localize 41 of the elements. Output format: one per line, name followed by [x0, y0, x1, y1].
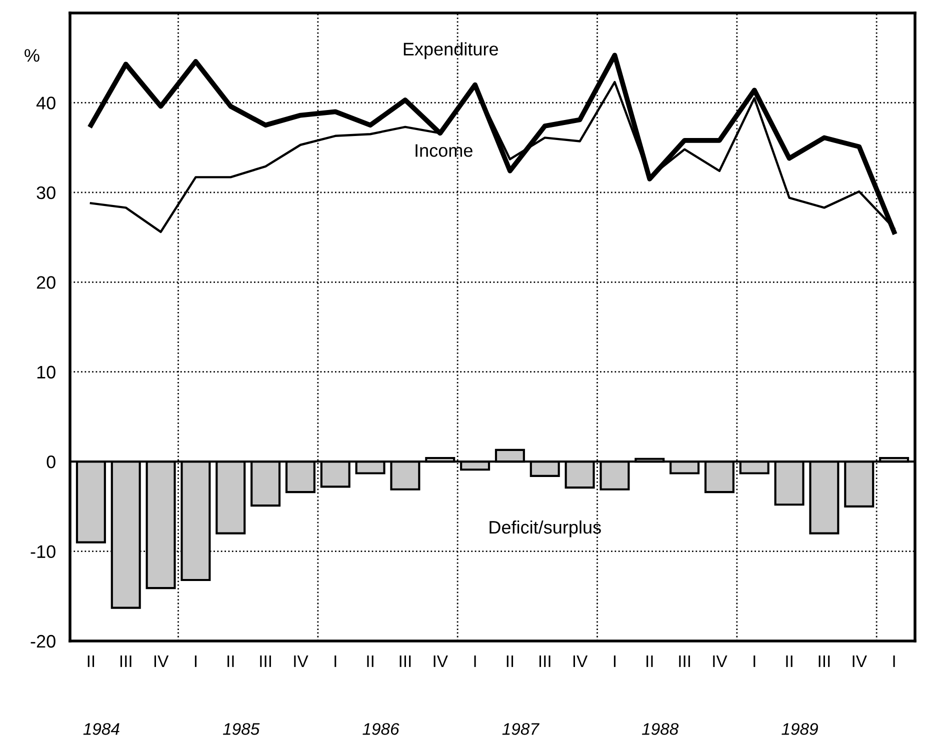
x-tick-label: I	[334, 656, 336, 667]
series-label: Expenditure	[404, 42, 498, 60]
text: 1984	[83, 723, 120, 735]
x-tick-label: I	[893, 656, 895, 667]
x-tick-label: IV	[434, 656, 448, 667]
x-tick-label: III	[818, 656, 830, 667]
x-tick-label: III	[400, 656, 411, 667]
x-tick-label: I	[474, 656, 476, 667]
x-tick-label: IV	[154, 656, 169, 667]
x-tick-label: I	[754, 656, 756, 667]
y-tick-label: -20	[30, 634, 56, 648]
y-tick-label: -10	[30, 545, 56, 558]
y-tick-label: 0	[46, 456, 56, 468]
x-tick-label: III	[260, 656, 271, 667]
x-tick-label: IV	[713, 656, 728, 667]
y-tick-label: 40	[36, 96, 56, 110]
x-tick-label: I	[614, 656, 616, 667]
text: 1988	[642, 723, 679, 735]
text: 1987	[502, 723, 540, 735]
x-tick-label: II	[646, 656, 653, 667]
x-tick-label: IV	[852, 656, 867, 667]
y-tick-label: 30	[36, 186, 56, 200]
x-tick-label: II	[506, 656, 514, 667]
text: 1989	[782, 723, 818, 735]
x-tick-label: IV	[294, 656, 308, 667]
x-tick-label: II	[228, 656, 234, 667]
x-tick-label: I	[194, 656, 196, 667]
x-tick-label: II	[786, 656, 792, 667]
series-label: Income	[416, 144, 472, 157]
series-label: Deficit/surplus	[490, 520, 601, 538]
y-tick-label: 20	[36, 276, 56, 289]
x-tick-label: III	[679, 656, 690, 667]
x-tick-label: II	[88, 656, 94, 667]
y-axis-title: %	[24, 49, 40, 62]
y-tick-label: 10	[37, 366, 56, 379]
x-tick-label: IV	[573, 656, 588, 667]
text: 1986	[362, 723, 400, 735]
x-tick-label: III	[120, 656, 132, 667]
x-tick-label: III	[539, 656, 550, 667]
text: 1985	[222, 723, 260, 735]
x-tick-label: II	[367, 656, 374, 667]
